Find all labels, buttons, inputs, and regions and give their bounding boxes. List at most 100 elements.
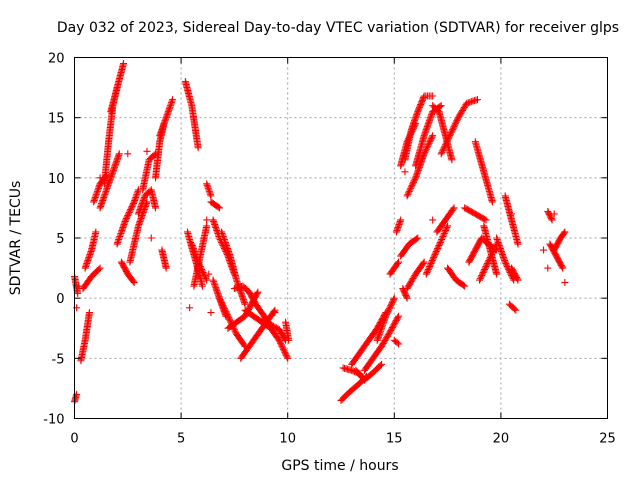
data-track bbox=[113, 186, 142, 248]
data-point bbox=[407, 184, 415, 192]
data-point bbox=[442, 225, 450, 233]
data-track bbox=[390, 336, 403, 348]
data-point bbox=[476, 275, 484, 283]
data-point bbox=[222, 308, 230, 316]
x-axis-ticks: 0 5 10 15 20 25 bbox=[70, 57, 616, 447]
x-tick-label: 20 bbox=[493, 432, 510, 447]
data-point bbox=[488, 249, 496, 257]
data-point bbox=[382, 312, 390, 320]
data-point bbox=[92, 228, 100, 236]
data-point bbox=[271, 309, 279, 317]
data-point bbox=[383, 334, 391, 342]
data-point bbox=[276, 338, 284, 346]
data-point bbox=[452, 118, 460, 126]
data-point bbox=[428, 257, 436, 265]
data-track bbox=[461, 204, 490, 224]
data-track bbox=[399, 285, 411, 302]
data-point bbox=[408, 276, 416, 284]
y-tick-label: -10 bbox=[43, 413, 64, 428]
data-point bbox=[432, 249, 440, 257]
data-point bbox=[438, 148, 446, 156]
data-track bbox=[550, 228, 569, 254]
data-point bbox=[394, 314, 402, 322]
data-point bbox=[395, 312, 403, 320]
data-point bbox=[427, 136, 435, 144]
data-point bbox=[449, 124, 457, 132]
data-point bbox=[194, 144, 202, 152]
data-point bbox=[479, 269, 487, 277]
data-point bbox=[451, 120, 459, 128]
data-point bbox=[253, 289, 261, 297]
data-point bbox=[484, 258, 492, 266]
data-point bbox=[441, 228, 449, 236]
data-point bbox=[404, 283, 412, 291]
data-point bbox=[231, 327, 239, 335]
data-point bbox=[514, 240, 522, 248]
data-point bbox=[384, 331, 392, 339]
data-point bbox=[409, 274, 417, 282]
data-track bbox=[386, 258, 403, 278]
data-point bbox=[446, 132, 454, 140]
data-track bbox=[422, 222, 452, 278]
x-tick-label: 10 bbox=[279, 432, 296, 447]
data-point bbox=[434, 243, 442, 251]
data-point bbox=[513, 275, 521, 283]
data-point bbox=[486, 255, 494, 263]
data-point bbox=[425, 139, 433, 147]
data-point bbox=[389, 297, 397, 305]
data-track bbox=[352, 360, 386, 384]
data-point bbox=[383, 309, 391, 317]
data-point bbox=[382, 311, 390, 319]
data-point bbox=[390, 296, 398, 304]
data-point bbox=[432, 248, 440, 256]
data-point bbox=[96, 174, 104, 182]
data-point bbox=[426, 263, 434, 271]
data-point bbox=[429, 216, 437, 224]
data-point bbox=[445, 133, 453, 141]
data-point bbox=[409, 178, 417, 186]
data-point bbox=[216, 296, 224, 304]
data-point bbox=[404, 190, 412, 198]
data-point bbox=[277, 339, 285, 347]
data-point bbox=[390, 294, 398, 302]
y-tick-label: 20 bbox=[48, 52, 65, 67]
data-point bbox=[385, 306, 393, 314]
data-point bbox=[280, 347, 288, 355]
x-tick-label: 15 bbox=[386, 432, 403, 447]
data-point bbox=[281, 348, 289, 356]
data-point bbox=[422, 145, 430, 153]
data-point bbox=[424, 141, 432, 149]
data-point bbox=[385, 305, 393, 313]
data-point bbox=[438, 236, 446, 244]
data-point bbox=[476, 276, 484, 284]
data-point bbox=[444, 135, 452, 143]
data-point bbox=[215, 294, 223, 302]
data-track bbox=[493, 234, 518, 284]
data-point bbox=[440, 231, 448, 239]
data-track bbox=[505, 300, 520, 314]
data-point bbox=[275, 336, 283, 344]
data-point bbox=[127, 205, 135, 213]
data-point bbox=[561, 228, 569, 236]
data-point bbox=[430, 252, 438, 260]
data-point bbox=[548, 216, 556, 224]
data-marks bbox=[71, 60, 569, 406]
data-point bbox=[540, 246, 548, 254]
data-point bbox=[481, 264, 489, 272]
data-point bbox=[512, 306, 520, 314]
data-track bbox=[403, 258, 428, 293]
data-point bbox=[405, 187, 413, 195]
data-track bbox=[403, 132, 437, 200]
data-point bbox=[482, 263, 490, 271]
data-point bbox=[420, 258, 428, 266]
data-point bbox=[547, 215, 555, 223]
data-track bbox=[373, 294, 398, 344]
data-point bbox=[424, 142, 432, 150]
data-point bbox=[483, 260, 491, 268]
data-track bbox=[77, 309, 93, 365]
data-point bbox=[437, 150, 445, 158]
data-point bbox=[482, 216, 490, 224]
data-point bbox=[378, 341, 386, 349]
data-point bbox=[130, 279, 138, 287]
